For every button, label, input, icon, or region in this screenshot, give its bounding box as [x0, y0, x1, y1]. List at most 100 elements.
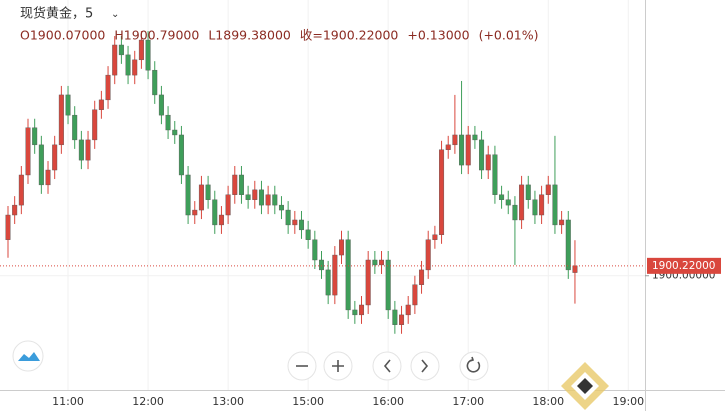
- candle-body: [552, 184, 558, 226]
- candle-body: [452, 134, 458, 146]
- candle-body: [472, 134, 478, 141]
- candle-body: [212, 199, 218, 226]
- candle-body: [152, 69, 158, 96]
- plot-area: [0, 0, 645, 390]
- chart-logo[interactable]: [12, 340, 44, 372]
- candle-body: [292, 219, 298, 226]
- candle-body: [32, 127, 38, 146]
- candle-body: [38, 144, 44, 186]
- candle-body: [158, 94, 164, 116]
- x-tick-label: 18:00: [532, 395, 564, 408]
- ohlc-value: +0.13000: [407, 28, 469, 43]
- ohlc-line: O1900.07000 H1900.79000 L1899.38000 收=1900.…: [20, 28, 539, 43]
- ohlc-value: O1900.07000: [20, 28, 105, 43]
- candle-body: [145, 39, 151, 71]
- candle-body: [125, 54, 131, 76]
- candle-body: [132, 59, 138, 76]
- candle-body: [192, 209, 198, 216]
- candle-body: [459, 134, 465, 166]
- candle-body: [419, 269, 425, 285]
- candle-body: [225, 194, 231, 216]
- candle-body: [172, 129, 178, 136]
- candle-body: [392, 309, 398, 325]
- zoom-in-button[interactable]: [323, 351, 353, 381]
- candle-body: [318, 259, 324, 271]
- candle-body: [492, 154, 498, 195]
- scroll-right-button[interactable]: [410, 351, 440, 381]
- ohlc-value: 收=1900.22000: [300, 28, 399, 43]
- candle-body: [312, 239, 318, 261]
- candle-body: [58, 94, 64, 146]
- last-price-tag: [647, 257, 721, 274]
- candle-body: [565, 219, 571, 271]
- candle-body: [465, 134, 471, 166]
- interval-chevron[interactable]: ⌄: [111, 9, 119, 20]
- candle-body: [105, 74, 111, 101]
- candle-body: [198, 184, 204, 211]
- candle-body: [45, 169, 51, 186]
- candle-body: [385, 259, 391, 311]
- candle-body: [72, 114, 78, 141]
- watermark-logo: [561, 362, 609, 410]
- ohlc-value: L1899.38000: [208, 28, 291, 43]
- candle-body: [185, 174, 191, 216]
- candle-body: [85, 139, 91, 161]
- x-tick-label: 11:00: [52, 395, 84, 408]
- candle-body: [65, 94, 71, 116]
- ohlc-value: H1900.79000: [114, 28, 199, 43]
- candle-body: [252, 189, 258, 200]
- candle-body: [78, 139, 84, 161]
- candle-body: [505, 199, 511, 206]
- candle-body: [265, 194, 271, 206]
- candle-body: [285, 209, 291, 226]
- candle-body: [519, 184, 525, 221]
- candle-body: [525, 184, 531, 200]
- chart-title: 现货黄金，5: [20, 6, 93, 22]
- candle-body: [138, 39, 144, 61]
- candle-body: [245, 194, 251, 200]
- candle-body: [545, 184, 551, 195]
- x-tick-label: 13:00: [212, 395, 244, 408]
- candle-body: [332, 254, 338, 296]
- last-price-label: 1900.22000: [652, 260, 715, 272]
- candle-body: [178, 134, 184, 176]
- candle-body: [238, 174, 244, 195]
- candle-body: [272, 194, 278, 206]
- candle-body: [339, 239, 345, 256]
- axes: 11:00 12:00 13:00 15:00 16:00 17:00 18:00 19:00…: [0, 257, 721, 408]
- candle-body: [165, 114, 171, 131]
- candle-body: [432, 234, 438, 240]
- candle-body: [399, 314, 405, 325]
- x-tick-label: 15:00: [292, 395, 324, 408]
- candle-body: [218, 214, 224, 226]
- candle-body: [118, 44, 124, 56]
- candle-body: [425, 239, 431, 271]
- x-tick-label: 17:00: [452, 395, 484, 408]
- candle-body: [205, 184, 211, 200]
- candle-body: [92, 109, 98, 141]
- scroll-left-button[interactable]: [372, 351, 402, 381]
- candle-body: [532, 199, 538, 216]
- x-tick-label: 19:00: [612, 395, 644, 408]
- candle-body: [379, 259, 385, 266]
- candle-body: [405, 304, 411, 316]
- candle-body: [12, 204, 18, 216]
- candle-body: [499, 194, 505, 200]
- candle-body: [98, 99, 104, 110]
- candle-body: [18, 174, 24, 206]
- candle-body: [345, 239, 351, 311]
- candle-body: [512, 204, 518, 221]
- candle-body: [5, 214, 11, 240]
- candle-body: [412, 284, 418, 306]
- candle-body: [479, 139, 485, 171]
- candle-body: [305, 229, 311, 240]
- candle-body: [572, 265, 578, 273]
- x-tick-label: 12:00: [132, 395, 164, 408]
- reset-button[interactable]: [459, 351, 489, 381]
- candle-body: [539, 194, 545, 216]
- candle-body: [359, 304, 365, 316]
- candle-body: [258, 189, 264, 206]
- zoom-out-button[interactable]: [287, 351, 317, 381]
- candle-body: [485, 154, 491, 171]
